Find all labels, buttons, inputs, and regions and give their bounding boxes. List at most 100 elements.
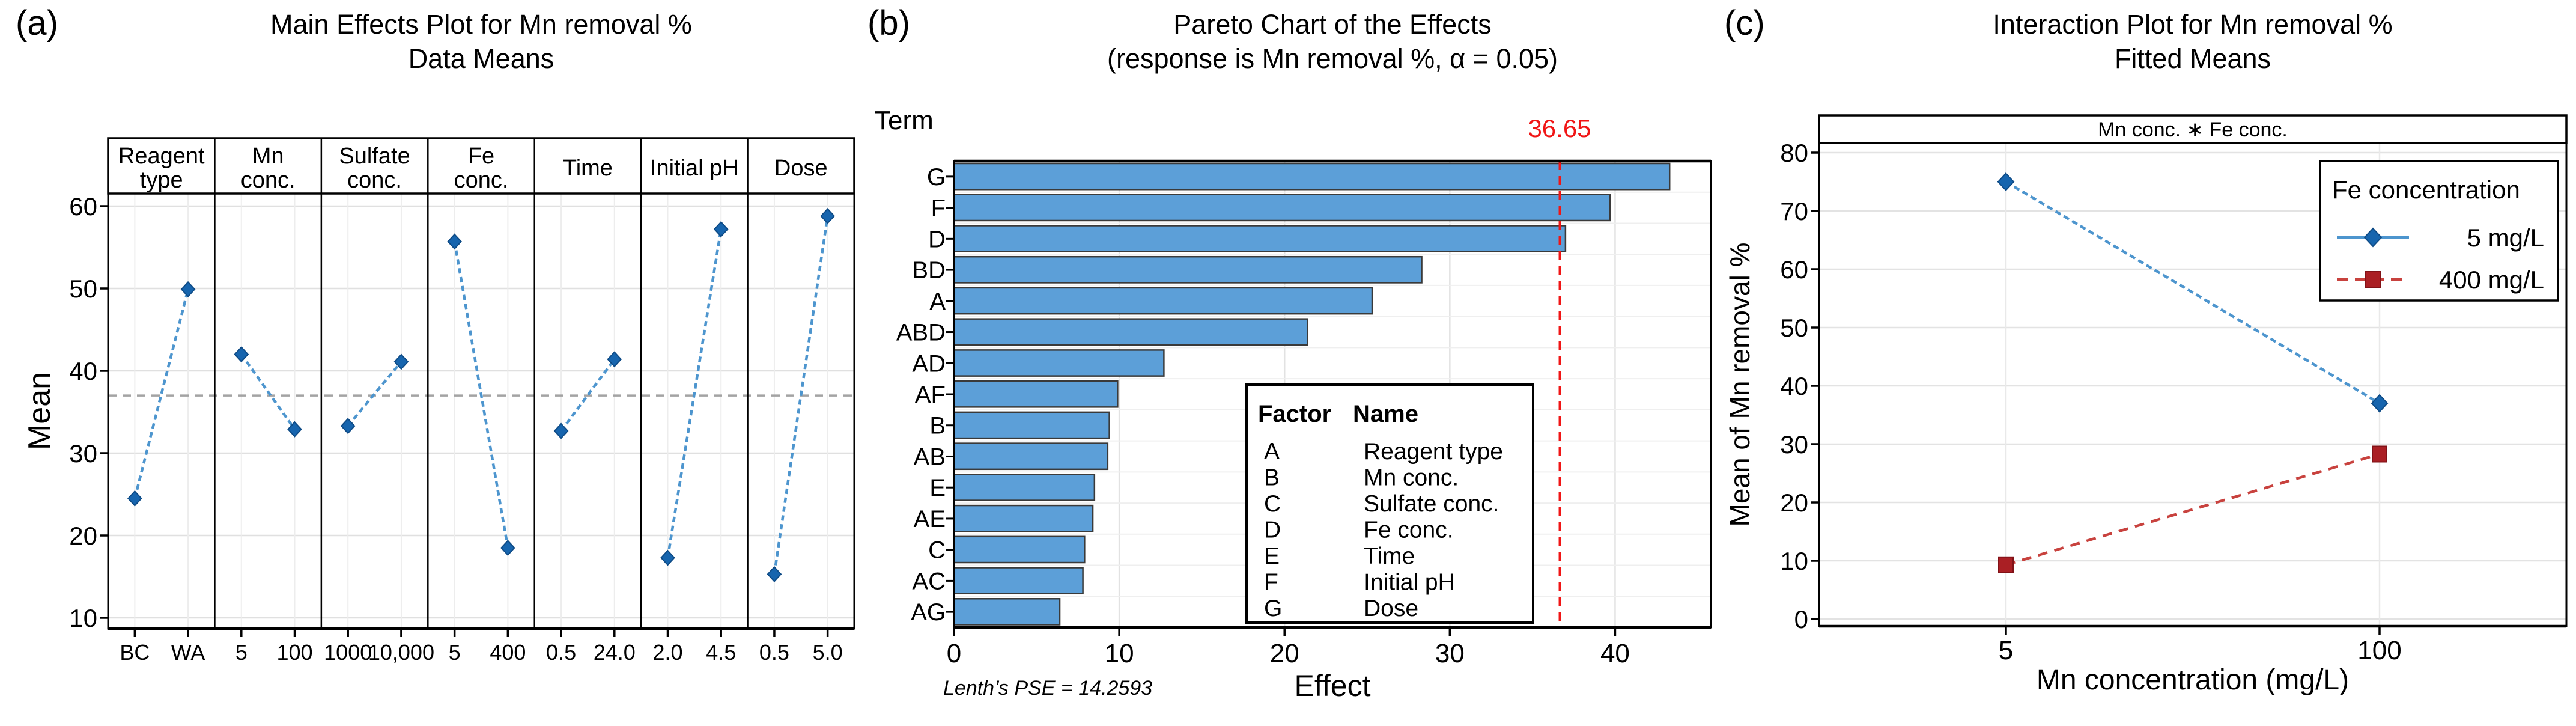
x-tick-label: 30 [1435, 639, 1465, 668]
x-tick-label: 10,000 [368, 640, 434, 665]
y-tick-label: 80 [1780, 139, 1808, 167]
effect-line [133, 288, 190, 499]
effect-line [666, 228, 723, 558]
pareto-title: Pareto Chart of the Effects (response is… [954, 7, 1711, 76]
x-tick-label: 40 [1600, 639, 1630, 668]
x-tick-label: 4.5 [706, 640, 736, 665]
y-tick-label: 70 [1780, 197, 1808, 225]
data-point [607, 351, 622, 368]
y-tick-label: 50 [1780, 314, 1808, 342]
pareto-bar [953, 318, 1308, 346]
strip-label: Sulfate [339, 144, 410, 169]
series-fe-400 [1998, 445, 2387, 573]
term-label: ABD [896, 320, 946, 346]
data-point [287, 421, 302, 438]
data-point [553, 422, 569, 439]
pareto-title-line2: (response is Mn removal %, α = 0.05) [1107, 43, 1558, 74]
pareto-bar [953, 162, 1671, 191]
term-label: F [931, 195, 946, 222]
legend-factor-name: Dose [1364, 596, 1418, 621]
strip-label: Reagent [118, 144, 205, 169]
y-tick-label: 40 [69, 357, 97, 385]
x-tick-label: WA [171, 640, 205, 665]
data-point [393, 353, 409, 370]
effect-line [773, 216, 829, 575]
legend-factor-letter: D [1264, 517, 1281, 543]
pareto-bars [953, 162, 1671, 626]
x-tick-label: 1000 [324, 640, 372, 665]
strip-label: Mn conc. ∗ Fe conc. [2098, 118, 2288, 141]
legend-entry-label: 400 mg/L [2439, 266, 2544, 294]
term-label: D [928, 226, 946, 252]
panel-main-effects: BC WA Reagent type 5 100 Mn conc. 1000 10,000 Sulf… [0, 0, 859, 726]
interaction-title: Interaction Plot for Mn removal % Fitted… [1819, 7, 2566, 76]
legend-factor-letter: G [1264, 596, 1282, 621]
series-line [2005, 453, 2380, 566]
effect-line [240, 353, 296, 430]
data-point [2371, 394, 2389, 413]
pareto-bar [953, 598, 1061, 626]
series-line [2005, 180, 2381, 405]
x-tick-label: 0 [947, 639, 961, 668]
data-point [500, 540, 515, 557]
main-effects-title: Main Effects Plot for Mn removal % Data … [108, 7, 854, 76]
main-effects-y-axis-label: Mean [22, 371, 57, 451]
pareto-bar [953, 287, 1373, 315]
legend-factor-name: Mn conc. [1364, 465, 1459, 491]
pareto-bar [953, 194, 1611, 222]
x-tick-label: 400 [490, 640, 526, 665]
interaction-chart: 0 10 20 30 40 50 60 70 80 5 100 Mn conc. ∗ Fe conc.… [1780, 114, 2568, 665]
legend-factor-letter: C [1264, 491, 1281, 517]
y-tick-label: 30 [1780, 430, 1808, 459]
y-tick-label: 10 [1780, 547, 1808, 575]
term-label: E [929, 475, 946, 501]
subpanel-series-mn-conc- [234, 346, 302, 438]
pareto-footnote: Lenth’s PSE = 14.2593 [943, 677, 1153, 700]
x-tick-label: 0.5 [759, 640, 789, 665]
subpanel-series-dose [767, 207, 835, 582]
effect-line [347, 361, 402, 427]
effect-line [560, 358, 616, 432]
legend-header-name: Name [1353, 401, 1418, 427]
y-tick-label: 0 [1794, 605, 1808, 633]
data-point [447, 233, 462, 250]
legend-title: Fe concentration [2332, 175, 2520, 204]
legend-entry-label: 5 mg/L [2467, 224, 2544, 252]
strip-label: conc. [241, 168, 296, 193]
x-tick-label: 2.0 [652, 640, 682, 665]
subpanel-series-reagent-type [127, 281, 196, 507]
pareto-bar [953, 255, 1423, 284]
legend-square-marker [2365, 271, 2381, 288]
series-fe-5 [1997, 172, 2389, 413]
pareto-x-axis-label: Effect [1294, 669, 1371, 703]
term-label: A [929, 288, 946, 315]
subpanel-series-time [553, 351, 622, 439]
pareto-bar [953, 225, 1567, 252]
x-tick-label: 5 [1999, 636, 2013, 665]
legend-factor-name: Sulfate conc. [1364, 491, 1499, 517]
term-label: BD [912, 257, 946, 284]
strip-label: Dose [774, 156, 828, 181]
strip-label: Mn [252, 144, 284, 169]
pareto-bar [953, 504, 1094, 532]
data-point [127, 490, 142, 507]
term-label: C [928, 537, 946, 564]
strip-label: Time [563, 156, 613, 181]
term-label: AG [911, 599, 946, 626]
strip-label: Initial pH [650, 156, 739, 181]
panel-interaction: 0 10 20 30 40 50 60 70 80 5 100 Mn conc. ∗ Fe conc.… [1718, 0, 2576, 726]
term-label: AB [914, 444, 946, 470]
legend-header-factor: Factor [1258, 401, 1331, 427]
strip-label: conc. [347, 168, 402, 193]
data-point [1998, 556, 2014, 573]
data-point [660, 549, 675, 566]
pareto-term-axis-label: Term [875, 106, 934, 135]
pareto-bar [953, 380, 1119, 408]
x-tick-label: 20 [1270, 639, 1299, 668]
y-tick-label: 50 [69, 275, 97, 303]
panel-pareto: G F D BD A ABD AD AF B AB E AE C AC AG 0 10 20 30 40 Factor N… [859, 0, 1718, 726]
panel-letter-c: (c) [1724, 4, 1765, 43]
